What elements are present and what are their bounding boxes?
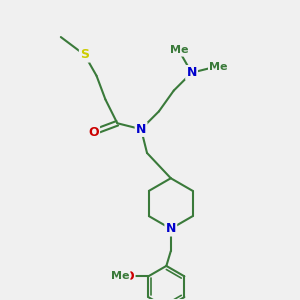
Text: Me: Me: [170, 45, 189, 56]
Text: N: N: [186, 66, 197, 79]
Text: Me: Me: [209, 62, 228, 72]
Text: S: S: [80, 48, 89, 62]
Text: N: N: [136, 123, 146, 136]
Text: Me: Me: [111, 271, 129, 281]
Text: N: N: [166, 222, 176, 235]
Text: O: O: [124, 270, 134, 283]
Text: O: O: [88, 126, 99, 139]
